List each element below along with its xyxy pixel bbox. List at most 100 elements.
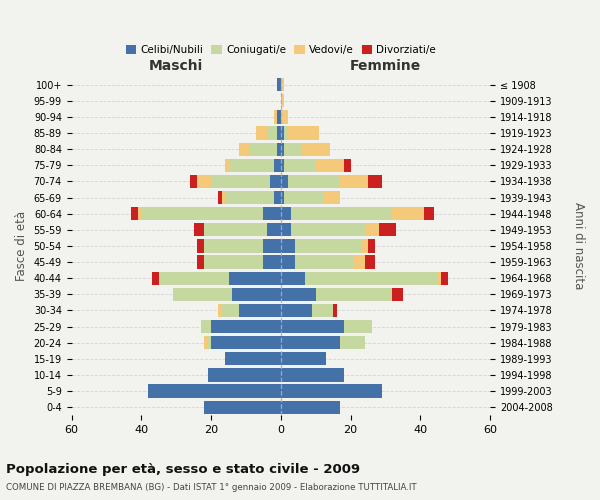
Bar — [256, 126, 267, 140]
Bar — [295, 256, 354, 268]
Bar — [232, 288, 281, 301]
Bar — [424, 207, 434, 220]
Bar — [277, 142, 281, 156]
Bar — [281, 191, 284, 204]
Bar — [197, 240, 204, 252]
Bar — [138, 207, 142, 220]
Text: COMUNE DI PIAZZA BREMBANA (BG) - Dati ISTAT 1° gennaio 2009 - Elaborazione TUTTI: COMUNE DI PIAZZA BREMBANA (BG) - Dati IS… — [6, 484, 416, 492]
Bar — [281, 384, 382, 398]
Bar — [281, 94, 284, 108]
Text: Maschi: Maschi — [149, 60, 203, 74]
Bar — [194, 223, 204, 236]
Bar — [368, 240, 375, 252]
Bar — [361, 240, 368, 252]
Bar — [200, 320, 211, 333]
Bar — [295, 240, 361, 252]
Bar — [281, 336, 340, 349]
Bar — [274, 191, 281, 204]
Bar — [284, 142, 302, 156]
Bar — [239, 142, 250, 156]
Bar — [250, 142, 277, 156]
Bar — [204, 240, 263, 252]
Bar — [277, 110, 281, 124]
Bar — [281, 320, 344, 333]
Bar — [392, 288, 403, 301]
Bar — [152, 272, 159, 285]
Bar — [281, 400, 340, 414]
Bar — [281, 158, 284, 172]
Bar — [274, 158, 281, 172]
Bar — [221, 304, 239, 317]
Bar — [281, 142, 284, 156]
Bar — [204, 223, 267, 236]
Bar — [281, 368, 344, 382]
Bar — [316, 158, 344, 172]
Bar — [281, 175, 288, 188]
Bar — [281, 207, 292, 220]
Bar — [292, 223, 365, 236]
Bar — [131, 207, 138, 220]
Bar — [197, 175, 211, 188]
Bar — [225, 158, 229, 172]
Bar — [281, 110, 288, 124]
Bar — [281, 240, 295, 252]
Text: Femmine: Femmine — [350, 60, 421, 74]
Bar — [344, 320, 371, 333]
Bar — [281, 304, 312, 317]
Bar — [263, 240, 281, 252]
Bar — [281, 288, 316, 301]
Bar — [365, 223, 379, 236]
Bar — [221, 191, 225, 204]
Bar — [281, 223, 292, 236]
Bar — [225, 352, 281, 366]
Bar — [142, 207, 263, 220]
Bar — [441, 272, 448, 285]
Bar — [277, 78, 281, 91]
Bar — [208, 368, 281, 382]
Bar — [204, 336, 208, 349]
Bar — [340, 336, 365, 349]
Bar — [284, 191, 323, 204]
Bar — [344, 158, 350, 172]
Bar — [288, 126, 319, 140]
Bar — [229, 272, 281, 285]
Bar — [305, 272, 438, 285]
Bar — [211, 336, 281, 349]
Bar — [312, 304, 333, 317]
Bar — [379, 223, 396, 236]
Bar — [263, 256, 281, 268]
Bar — [438, 272, 441, 285]
Bar — [302, 142, 329, 156]
Bar — [239, 304, 281, 317]
Bar — [316, 288, 392, 301]
Bar — [281, 126, 284, 140]
Y-axis label: Fasce di età: Fasce di età — [15, 211, 28, 281]
Bar — [292, 207, 392, 220]
Bar — [284, 126, 288, 140]
Bar — [267, 223, 281, 236]
Bar — [368, 175, 382, 188]
Bar — [281, 272, 305, 285]
Bar — [365, 256, 375, 268]
Bar — [274, 110, 277, 124]
Bar — [159, 272, 229, 285]
Bar — [277, 126, 281, 140]
Bar — [333, 304, 337, 317]
Bar — [204, 256, 263, 268]
Bar — [229, 158, 274, 172]
Legend: Celibi/Nubili, Coniugati/e, Vedovi/e, Divorziati/e: Celibi/Nubili, Coniugati/e, Vedovi/e, Di… — [124, 43, 439, 57]
Bar — [281, 78, 284, 91]
Bar — [190, 175, 197, 188]
Text: Popolazione per età, sesso e stato civile - 2009: Popolazione per età, sesso e stato civil… — [6, 462, 360, 475]
Bar — [208, 336, 211, 349]
Bar — [204, 400, 281, 414]
Bar — [211, 175, 271, 188]
Y-axis label: Anni di nascita: Anni di nascita — [572, 202, 585, 290]
Bar — [218, 304, 221, 317]
Bar — [148, 384, 281, 398]
Bar — [284, 158, 316, 172]
Bar — [354, 256, 365, 268]
Bar — [197, 256, 204, 268]
Bar — [392, 207, 424, 220]
Bar — [340, 175, 368, 188]
